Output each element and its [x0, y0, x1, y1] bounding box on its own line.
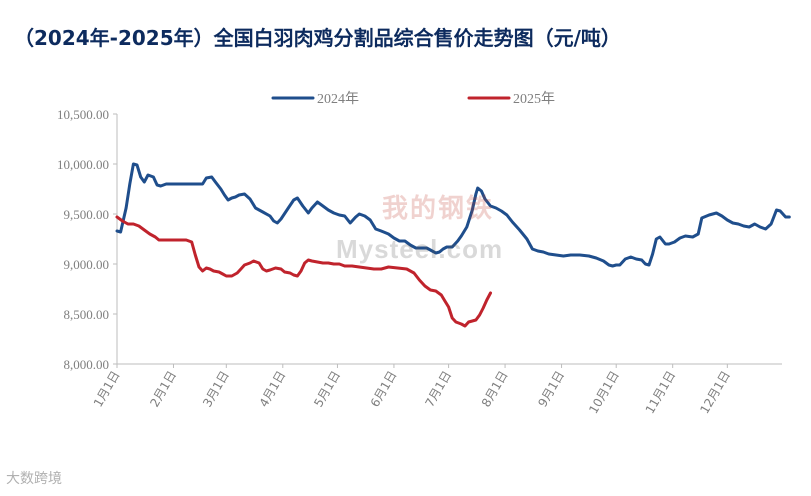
x-tick-label: 1月1日	[91, 369, 123, 410]
y-tick-label: 9,000.00	[64, 257, 110, 272]
y-tick-label: 8,000.00	[64, 357, 110, 372]
legend-label-2: 2025年	[513, 91, 555, 107]
watermark-text: Mysteel.com	[336, 234, 504, 264]
legend-label-1: 2024年	[317, 91, 359, 107]
legend: 2024年 2025年	[271, 91, 555, 107]
x-tick-label: 2月1日	[147, 369, 179, 410]
chart-title: （2024年-2025年）全国白羽肉鸡分割品综合售价走势图（元/吨）	[14, 26, 621, 50]
source-mark: 大数跨境	[6, 471, 62, 487]
y-tick-label: 9,500.00	[64, 207, 110, 222]
watermark-logo: 我的钢铁	[382, 194, 495, 224]
series-line-2	[115, 215, 492, 328]
x-tick-label: 4月1日	[257, 369, 289, 410]
y-axis-ticks: 8,000.00 8,500.00 9,000.00 9,500.00 10,000.0…	[57, 107, 117, 372]
axes	[116, 114, 782, 365]
y-tick-label: 10,500.00	[57, 107, 109, 122]
y-tick-label: 8,500.00	[64, 307, 110, 322]
series-line-1	[115, 162, 791, 268]
x-tick-label: 8月1日	[479, 369, 511, 410]
x-tick-label: 3月1日	[200, 369, 232, 410]
mysteel-watermark: 我的钢铁 Mysteel.com	[330, 188, 550, 278]
x-axis-ticks: 1月1日 2月1日 3月1日 4月1日 5月1日 6月1日 7月1日 8月1日 9月1日 10月1…	[91, 364, 733, 416]
x-tick-label: 11月1日	[643, 369, 679, 417]
x-tick-label: 6月1日	[368, 369, 400, 410]
series-lines	[115, 162, 791, 328]
x-tick-label: 7月1日	[422, 369, 454, 410]
x-tick-label: 12月1日	[697, 369, 733, 417]
x-tick-label: 5月1日	[311, 369, 343, 410]
x-tick-label: 10月1日	[586, 369, 622, 417]
x-tick-label: 9月1日	[535, 369, 567, 410]
y-tick-label: 10,000.00	[57, 157, 109, 172]
